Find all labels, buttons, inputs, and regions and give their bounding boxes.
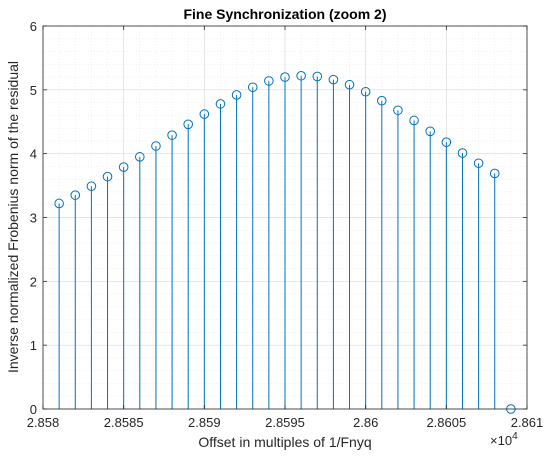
chart-title: Fine Synchronization (zoom 2) (183, 6, 386, 22)
stem-marker-17 (328, 74, 339, 85)
stem-marker-5 (135, 152, 145, 162)
stem-marker-4 (118, 162, 129, 172)
stem-marker-22 (409, 115, 419, 126)
stem-marker-6 (151, 141, 161, 151)
stem-marker-16 (312, 71, 323, 82)
y-tick-label-0: 0 (30, 402, 37, 417)
stem-marker-18 (344, 79, 355, 90)
y-axis-ticks: 0 1 2 3 4 5 6 (30, 19, 527, 417)
stem-marker-1 (70, 190, 81, 200)
stem-marker-21 (393, 105, 403, 116)
stem-marker-14 (280, 72, 290, 82)
y-tick-label-5: 5 (30, 83, 37, 98)
x-tick-label-1: 2.8585 (104, 415, 144, 430)
x-tick-label-4: 2.86 (353, 415, 378, 430)
stem-marker-8 (183, 119, 193, 130)
x-tick-label-2: 2.859 (188, 415, 221, 430)
stem-marker-13 (264, 76, 274, 86)
stem-marker-10 (215, 99, 226, 109)
stem-marker-27 (489, 168, 500, 179)
y-tick-label-6: 6 (30, 19, 37, 34)
stem-marker-7 (167, 130, 177, 140)
stem-marker-26 (473, 158, 484, 169)
stem-marker-2 (86, 181, 97, 192)
x-axis-label: Offset in multiples of 1/Fnyq (198, 434, 371, 450)
stem-marker-12 (247, 82, 258, 93)
y-tick-label-4: 4 (30, 147, 37, 162)
stem-marker-25 (457, 148, 468, 158)
stem-marker-3 (102, 171, 113, 182)
stem-marker-11 (231, 90, 242, 100)
y-tick-label-3: 3 (30, 211, 37, 226)
x-tick-label-6: 2.861 (511, 415, 544, 430)
stem-marker-19 (360, 86, 371, 97)
stem-marker-24 (441, 137, 452, 147)
x-axis-exponent-power: 4 (512, 431, 518, 442)
stem-marker-23 (425, 126, 436, 137)
x-axis-exponent: ×104 (490, 431, 518, 448)
stem-marker-15 (296, 70, 306, 81)
stem-marker-20 (377, 95, 387, 106)
stem-series (58, 75, 496, 409)
y-tick-label-2: 2 (30, 274, 37, 289)
x-tick-label-3: 2.8595 (265, 415, 305, 430)
y-axis-label: Inverse normalized Frobenius norm of the… (5, 61, 21, 373)
stem-marker-9 (199, 109, 210, 119)
x-tick-label-0: 2.858 (27, 415, 60, 430)
stem-marker-0 (54, 198, 64, 209)
x-axis-ticks: 2.858 2.8585 2.859 2.8595 2.86 2.8605 2.861 (27, 26, 544, 430)
x-axis-exponent-base: ×10 (490, 433, 512, 448)
x-tick-label-5: 2.8605 (426, 415, 466, 430)
y-tick-label-1: 1 (30, 338, 37, 353)
